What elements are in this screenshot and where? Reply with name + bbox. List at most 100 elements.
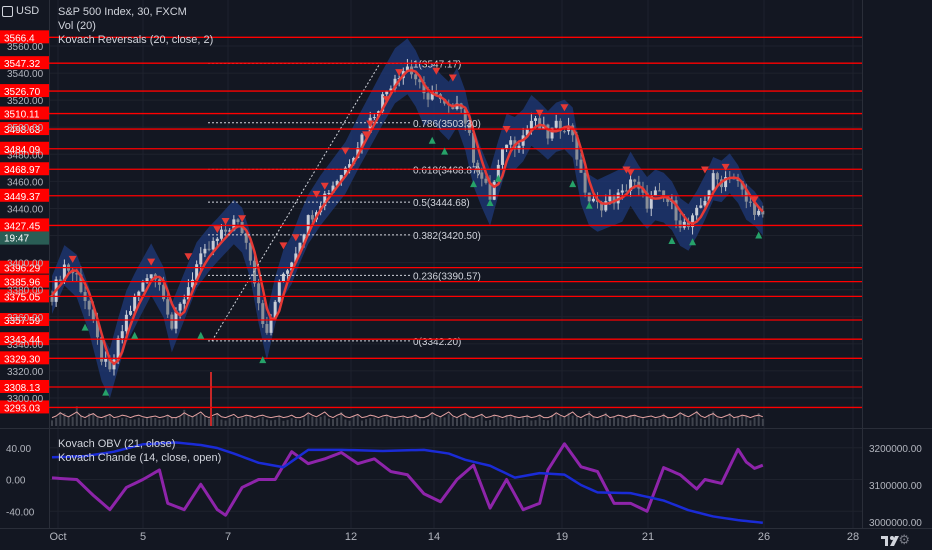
reversal-down-marker: [432, 67, 441, 75]
candle-body: [203, 248, 207, 254]
price-axis-tick: 3480.00: [7, 150, 44, 161]
volume-bar: [662, 413, 665, 426]
reversal-down-marker: [700, 166, 709, 174]
volume-bar: [435, 417, 438, 426]
candle-body: [310, 215, 314, 220]
candle-body: [129, 311, 133, 315]
candle-body: [662, 190, 666, 197]
gear-icon[interactable]: ⚙: [898, 532, 910, 547]
axes: 3560.00 3540.00 3520.00 3500.00 3480.00 3460.…: [0, 42, 932, 543]
volume-bar: [108, 414, 111, 426]
legend-kovach-chande[interactable]: Kovach Chande (14, close, open): [58, 452, 222, 464]
candle-body: [248, 242, 252, 261]
volume-bar: [753, 417, 756, 426]
legend-kovach-obv[interactable]: Kovach OBV (21, close): [58, 438, 176, 450]
candle-body: [58, 279, 62, 282]
candle-body: [277, 281, 281, 302]
volume-bar: [286, 419, 289, 426]
candle-body: [579, 159, 583, 173]
candle-body: [525, 128, 529, 136]
candle-body: [253, 260, 256, 284]
volume-bar: [509, 416, 512, 426]
volume-bar: [249, 415, 252, 426]
reversal-down-marker: [312, 190, 321, 198]
volume-bar: [203, 416, 206, 426]
volume-bar: [613, 416, 616, 426]
volume-bar: [633, 415, 636, 426]
volume-bar: [51, 420, 53, 426]
volume-bar: [166, 415, 169, 426]
price-level-tag-text: 3357.59: [4, 316, 41, 327]
volume-bar: [241, 417, 244, 426]
reversal-down-marker: [502, 125, 511, 133]
volume-bar: [728, 413, 731, 426]
legend-volume[interactable]: Vol (20): [58, 20, 96, 32]
candle-body: [616, 192, 620, 204]
volume-bar: [100, 419, 103, 426]
volume-bar: [497, 417, 500, 426]
volume-bar: [389, 416, 392, 426]
candle-body: [629, 179, 633, 191]
volume-bar: [191, 416, 194, 426]
price-level-tag-text: 3449.37: [4, 192, 41, 203]
x-axis-tick: 7: [225, 531, 231, 543]
main-legend: S&P 500 Index, 30, FXCM Vol (20) Kovach …: [58, 5, 213, 47]
volume-bar: [683, 413, 686, 426]
candle-body: [356, 147, 360, 158]
volume-bar: [63, 413, 66, 426]
volume-bar: [691, 417, 694, 426]
volume-bar: [398, 419, 401, 426]
volume-bar: [84, 419, 87, 426]
price-axis-tick: 3320.00: [7, 367, 44, 378]
legend-kovach-reversals[interactable]: Kovach Reversals (20, close, 2): [58, 34, 214, 46]
fib-level-label: 0(3342.20): [413, 337, 461, 348]
volume-bar: [621, 415, 624, 426]
x-axis-tick: 26: [758, 531, 770, 543]
reversal-down-marker: [622, 166, 631, 174]
kovach-band: [52, 38, 763, 399]
volume-ma-line: [51, 411, 763, 419]
tradingview-logo: [881, 536, 899, 546]
reversal-down-marker: [366, 120, 375, 128]
volume-bar: [703, 419, 706, 426]
price-level-tag: [0, 30, 49, 44]
volume-bar: [666, 418, 669, 426]
volume-bar: [125, 417, 128, 426]
reversal-up-marker: [494, 174, 502, 182]
volume-bar: [117, 418, 120, 426]
reversal-down-marker: [341, 147, 350, 155]
volume-bar: [716, 418, 719, 426]
volume-bar: [468, 417, 471, 426]
volume-bar: [608, 418, 611, 426]
candle-body: [538, 118, 542, 129]
volume-bar: [654, 418, 657, 426]
candle-body: [261, 303, 265, 325]
series-title[interactable]: S&P 500 Index, 30, FXCM: [58, 6, 187, 18]
candle-body: [583, 172, 587, 193]
price-level-tag: [0, 289, 49, 303]
reversal-down-marker: [362, 131, 371, 139]
lower-left-axis-tick: 0.00: [6, 476, 26, 487]
candle-body: [385, 91, 389, 95]
x-axis-tick: 12: [345, 531, 357, 543]
candle-body: [699, 205, 703, 208]
volume-bar: [670, 419, 673, 426]
candle-body: [302, 234, 306, 243]
volume-bar: [319, 416, 322, 426]
volume-bar: [522, 417, 525, 426]
volume-bar: [443, 417, 446, 426]
currency-indicator[interactable]: USD: [2, 5, 39, 17]
candle-body: [550, 127, 554, 139]
candle-body: [141, 282, 145, 292]
volume-bar: [596, 420, 599, 426]
volume-bar: [513, 416, 516, 426]
volume-bar: [104, 415, 107, 426]
volume-bar: [290, 418, 293, 426]
volume-bar: [472, 418, 475, 426]
volume-bar: [464, 412, 467, 426]
reversal-down-marker: [395, 69, 404, 77]
volume-bar: [563, 416, 566, 426]
volume-bar: [708, 414, 711, 426]
candle-body: [703, 200, 707, 206]
